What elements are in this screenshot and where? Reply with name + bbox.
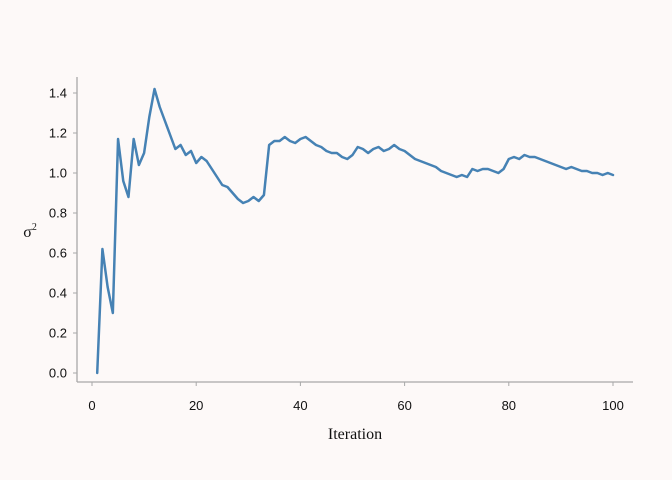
- x-tick-label: 80: [502, 398, 516, 413]
- y-axis-title: σ2: [23, 222, 37, 241]
- series-layer: [95, 87, 615, 375]
- x-tick-label: 40: [293, 398, 307, 413]
- y-axis-ticks: 0.0 0.2 0.4 0.6 0.8 1.0 1.2 1.4: [49, 86, 77, 381]
- series-line: [95, 87, 615, 375]
- y-tick-label: 0.6: [49, 246, 67, 261]
- y-axis-title-base: σ: [23, 224, 32, 241]
- y-tick-label: 0.8: [49, 206, 67, 221]
- x-tick-label: 60: [397, 398, 411, 413]
- y-tick-label: 0.4: [49, 286, 67, 301]
- y-tick-label: 0.0: [49, 366, 67, 381]
- x-tick-label: 100: [602, 398, 624, 413]
- y-tick-label: 1.0: [49, 166, 67, 181]
- y-tick-label: 1.2: [49, 126, 67, 141]
- x-axis-ticks: 0 20 40 60 80 100: [88, 382, 624, 413]
- x-tick-label: 20: [189, 398, 203, 413]
- y-tick-label: 0.2: [49, 326, 67, 341]
- y-tick-label: 1.4: [49, 86, 67, 101]
- x-tick-label: 0: [88, 398, 95, 413]
- axes: [76, 77, 633, 383]
- y-axis-title-superscript: 2: [32, 222, 37, 233]
- x-axis-title: Iteration: [328, 426, 382, 443]
